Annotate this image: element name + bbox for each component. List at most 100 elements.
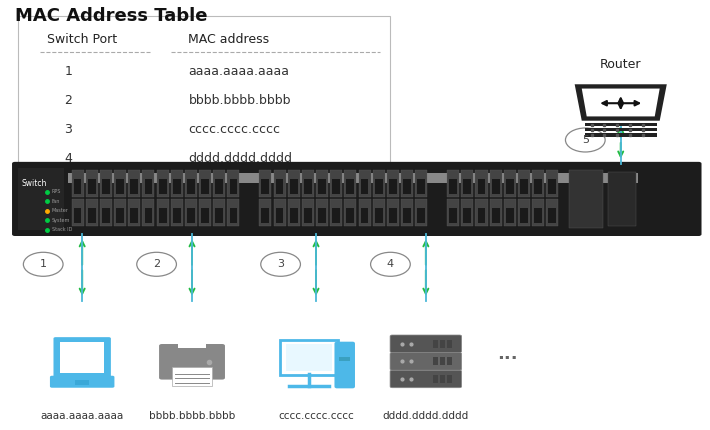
- Text: ...: ...: [188, 181, 200, 194]
- FancyBboxPatch shape: [401, 170, 413, 197]
- Text: bbbb.bbbb.bbbb: bbbb.bbbb.bbbb: [149, 411, 235, 421]
- FancyBboxPatch shape: [201, 179, 209, 194]
- FancyBboxPatch shape: [548, 179, 556, 194]
- FancyBboxPatch shape: [275, 179, 283, 194]
- FancyBboxPatch shape: [185, 170, 197, 197]
- FancyBboxPatch shape: [75, 381, 89, 385]
- FancyBboxPatch shape: [215, 208, 223, 223]
- FancyBboxPatch shape: [288, 170, 300, 197]
- FancyBboxPatch shape: [171, 170, 182, 197]
- FancyBboxPatch shape: [229, 208, 237, 223]
- FancyBboxPatch shape: [433, 357, 438, 366]
- FancyBboxPatch shape: [143, 199, 155, 226]
- FancyBboxPatch shape: [506, 179, 514, 194]
- Text: 3: 3: [277, 259, 284, 269]
- FancyBboxPatch shape: [187, 208, 195, 223]
- FancyBboxPatch shape: [229, 179, 237, 194]
- FancyBboxPatch shape: [145, 208, 153, 223]
- FancyBboxPatch shape: [173, 208, 181, 223]
- FancyBboxPatch shape: [18, 16, 390, 206]
- FancyBboxPatch shape: [373, 199, 385, 226]
- FancyBboxPatch shape: [478, 208, 486, 223]
- FancyBboxPatch shape: [464, 179, 471, 194]
- FancyBboxPatch shape: [375, 179, 383, 194]
- FancyBboxPatch shape: [273, 170, 285, 197]
- FancyBboxPatch shape: [172, 367, 212, 387]
- FancyBboxPatch shape: [288, 199, 300, 226]
- FancyBboxPatch shape: [403, 208, 411, 223]
- FancyBboxPatch shape: [131, 208, 138, 223]
- Text: Router: Router: [600, 58, 641, 71]
- FancyBboxPatch shape: [114, 199, 126, 226]
- FancyBboxPatch shape: [273, 199, 285, 226]
- FancyBboxPatch shape: [440, 340, 445, 348]
- FancyBboxPatch shape: [199, 199, 211, 226]
- FancyBboxPatch shape: [478, 179, 486, 194]
- FancyBboxPatch shape: [447, 375, 452, 383]
- FancyBboxPatch shape: [227, 199, 239, 226]
- FancyBboxPatch shape: [68, 173, 638, 183]
- FancyBboxPatch shape: [330, 199, 342, 226]
- FancyBboxPatch shape: [178, 340, 207, 348]
- FancyBboxPatch shape: [389, 179, 397, 194]
- FancyBboxPatch shape: [261, 179, 269, 194]
- FancyBboxPatch shape: [504, 199, 516, 226]
- FancyBboxPatch shape: [361, 208, 368, 223]
- FancyBboxPatch shape: [447, 357, 452, 366]
- FancyBboxPatch shape: [332, 179, 340, 194]
- Text: 1: 1: [65, 65, 72, 78]
- Text: aaaa.aaaa.aaaa: aaaa.aaaa.aaaa: [188, 65, 290, 78]
- FancyBboxPatch shape: [286, 344, 332, 371]
- Text: 5: 5: [65, 181, 72, 194]
- Text: 4: 4: [65, 152, 72, 166]
- FancyBboxPatch shape: [304, 208, 312, 223]
- FancyBboxPatch shape: [546, 199, 558, 226]
- FancyBboxPatch shape: [584, 123, 657, 126]
- FancyBboxPatch shape: [185, 199, 197, 226]
- Text: Fan: Fan: [52, 199, 60, 204]
- FancyBboxPatch shape: [415, 199, 427, 226]
- FancyBboxPatch shape: [53, 337, 111, 378]
- FancyBboxPatch shape: [546, 170, 558, 197]
- FancyBboxPatch shape: [50, 376, 114, 388]
- Text: Switch Port: Switch Port: [47, 33, 117, 46]
- FancyBboxPatch shape: [490, 199, 502, 226]
- FancyBboxPatch shape: [359, 199, 371, 226]
- FancyBboxPatch shape: [86, 199, 98, 226]
- FancyBboxPatch shape: [280, 340, 339, 375]
- FancyBboxPatch shape: [213, 199, 225, 226]
- Text: 4: 4: [387, 259, 394, 269]
- FancyBboxPatch shape: [227, 170, 239, 197]
- Polygon shape: [574, 84, 667, 121]
- FancyBboxPatch shape: [171, 199, 182, 226]
- Text: System: System: [52, 218, 70, 223]
- FancyBboxPatch shape: [259, 170, 271, 197]
- FancyBboxPatch shape: [520, 179, 528, 194]
- Text: 5: 5: [581, 135, 589, 145]
- FancyBboxPatch shape: [464, 208, 471, 223]
- FancyBboxPatch shape: [403, 179, 411, 194]
- FancyBboxPatch shape: [199, 170, 211, 197]
- Circle shape: [23, 252, 63, 276]
- Text: RPS: RPS: [52, 189, 61, 194]
- FancyBboxPatch shape: [88, 179, 96, 194]
- FancyBboxPatch shape: [173, 179, 181, 194]
- FancyBboxPatch shape: [534, 208, 542, 223]
- FancyBboxPatch shape: [86, 170, 98, 197]
- Text: 2: 2: [153, 259, 160, 269]
- FancyBboxPatch shape: [401, 199, 413, 226]
- FancyBboxPatch shape: [504, 170, 516, 197]
- FancyBboxPatch shape: [389, 208, 397, 223]
- FancyBboxPatch shape: [316, 170, 328, 197]
- Text: bbbb.bbbb.bbbb: bbbb.bbbb.bbbb: [188, 94, 291, 107]
- Text: MAC address: MAC address: [188, 33, 270, 46]
- FancyBboxPatch shape: [492, 208, 500, 223]
- FancyBboxPatch shape: [387, 170, 399, 197]
- FancyBboxPatch shape: [100, 170, 112, 197]
- FancyBboxPatch shape: [449, 208, 457, 223]
- FancyBboxPatch shape: [415, 170, 427, 197]
- FancyBboxPatch shape: [417, 208, 425, 223]
- Text: Stack ID: Stack ID: [52, 227, 72, 232]
- Circle shape: [371, 252, 410, 276]
- FancyBboxPatch shape: [390, 370, 462, 388]
